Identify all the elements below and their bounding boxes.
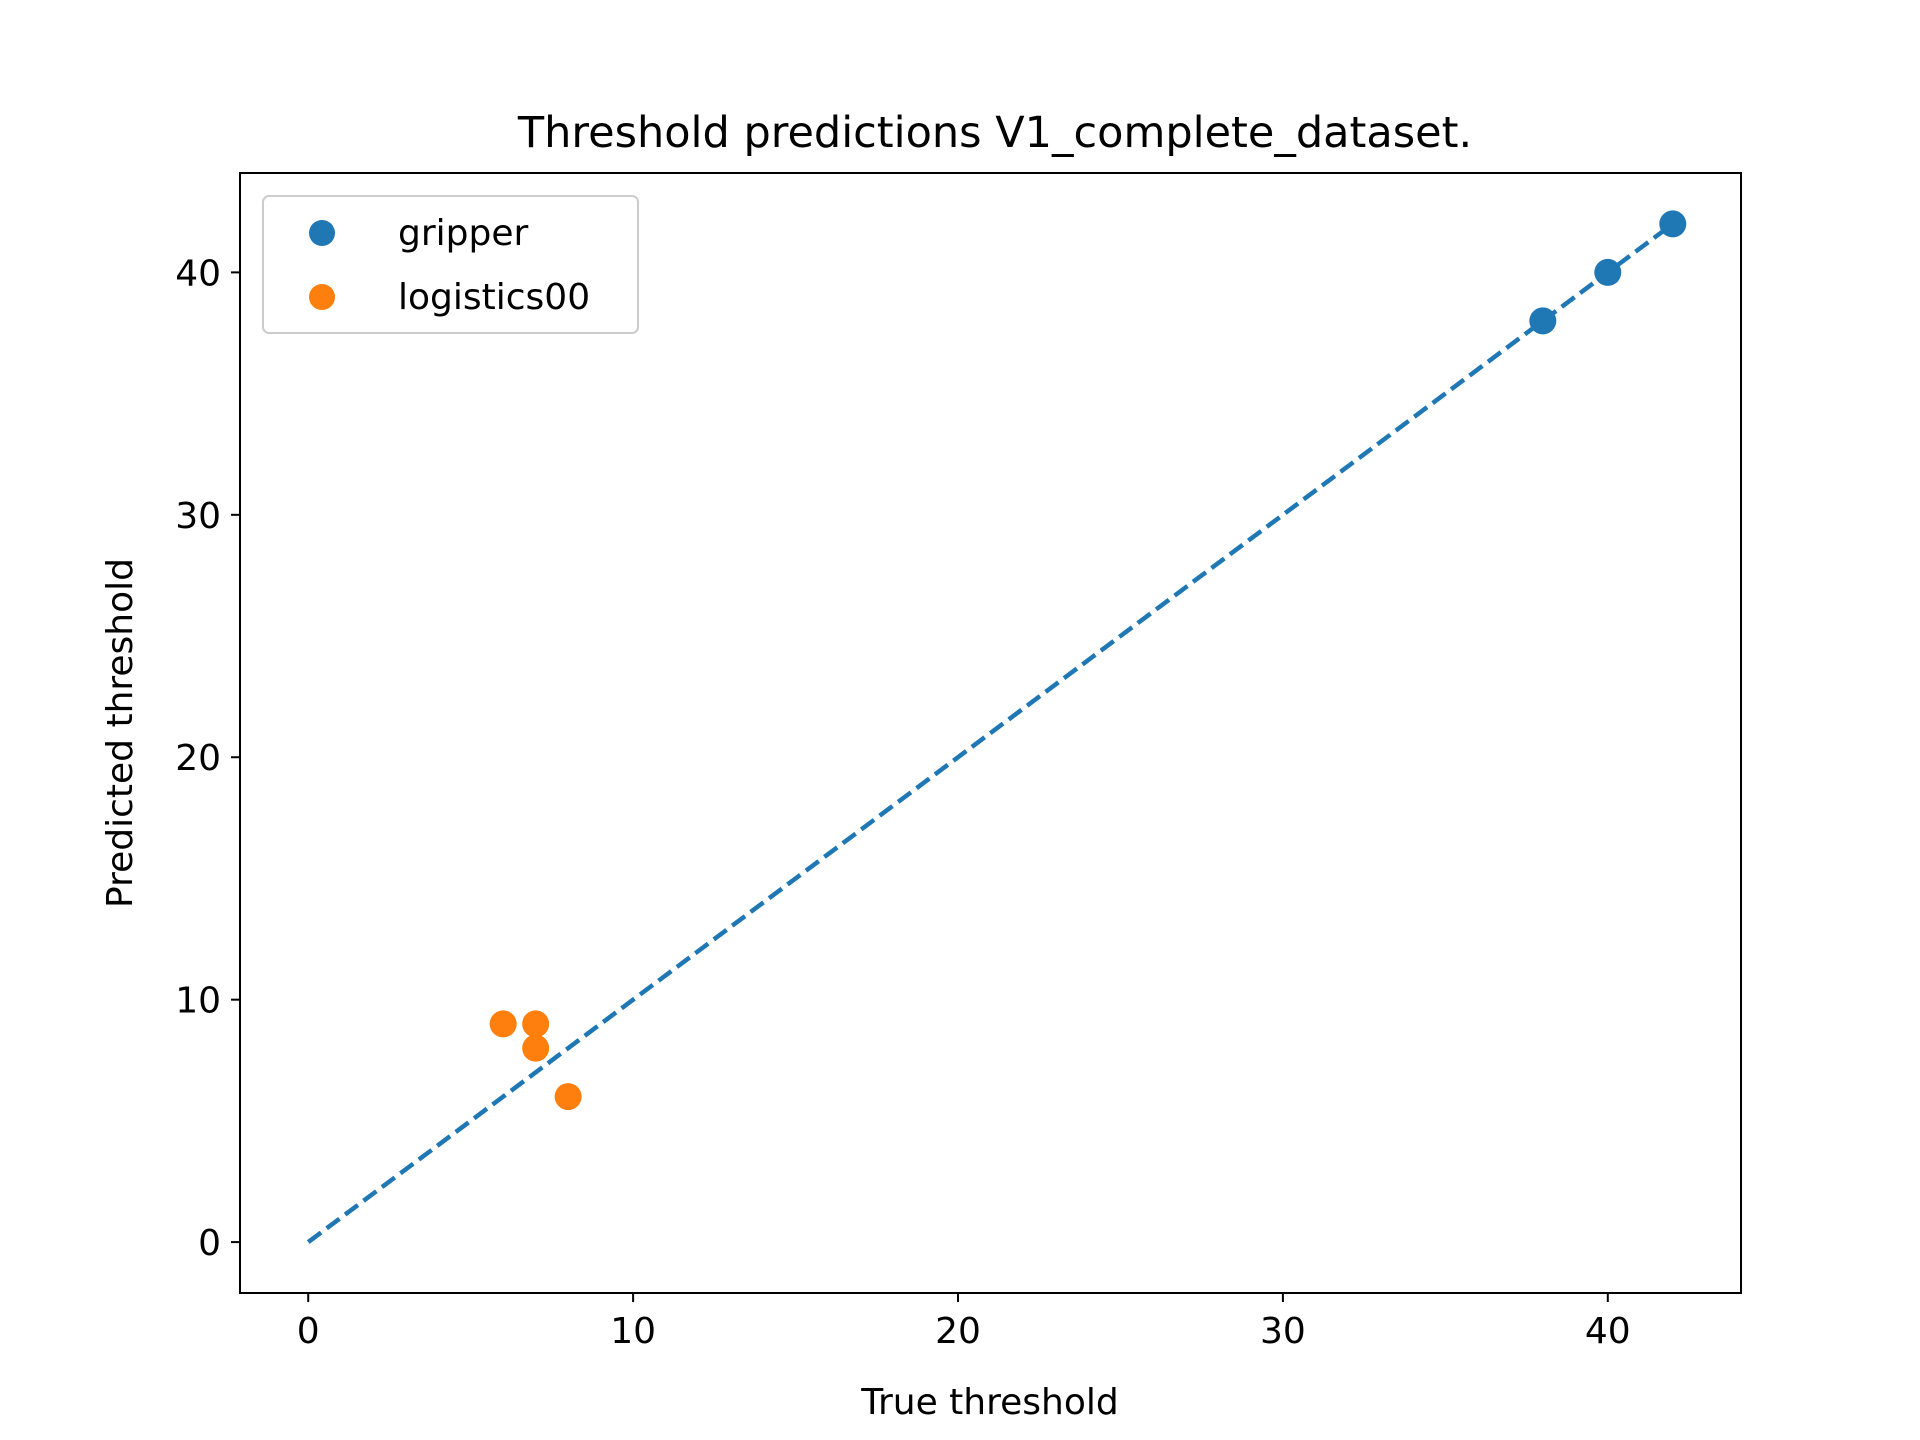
- points-layer: [489, 210, 1687, 1111]
- legend: gripper logistics00: [262, 195, 639, 334]
- data-point-gripper-0: [1529, 307, 1557, 335]
- legend-label-logistics00: logistics00: [398, 277, 590, 318]
- legend-label-gripper: gripper: [398, 213, 529, 254]
- data-point-gripper-1: [1594, 258, 1622, 286]
- chart-title: Threshold predictions V1_complete_datase…: [517, 108, 1472, 158]
- data-point-logistics00-0: [489, 1010, 517, 1038]
- legend-marker-logistics00: [309, 284, 335, 310]
- y-tick-label-10: 10: [175, 981, 221, 1022]
- x-axis: 0 10 20 30 40: [297, 1293, 1631, 1352]
- x-tick-label-30: 30: [1260, 1311, 1306, 1352]
- x-tick-label-10: 10: [610, 1311, 656, 1352]
- data-point-logistics00-2: [522, 1034, 550, 1062]
- data-point-logistics00-1: [522, 1010, 550, 1038]
- y-tick-label-20: 20: [175, 738, 221, 779]
- x-axis-label: True threshold: [860, 1382, 1118, 1423]
- y-tick-label-40: 40: [175, 253, 221, 294]
- y-axis-label: Predicted threshold: [100, 558, 141, 908]
- data-point-gripper-2: [1659, 210, 1687, 238]
- x-tick-label-40: 40: [1585, 1311, 1631, 1352]
- x-tick-label-20: 20: [935, 1311, 981, 1352]
- reference-line: [306, 222, 1675, 1244]
- reference-line-layer: [306, 222, 1675, 1244]
- plot-frame: [239, 172, 1742, 1294]
- x-tick-label-0: 0: [297, 1311, 320, 1352]
- legend-box: [262, 195, 639, 334]
- y-tick-label-30: 30: [175, 496, 221, 537]
- y-axis: 0 10 20 30 40: [175, 253, 240, 1264]
- legend-marker-gripper: [309, 220, 335, 246]
- data-point-logistics00-3: [554, 1083, 582, 1111]
- y-tick-label-0: 0: [198, 1223, 221, 1264]
